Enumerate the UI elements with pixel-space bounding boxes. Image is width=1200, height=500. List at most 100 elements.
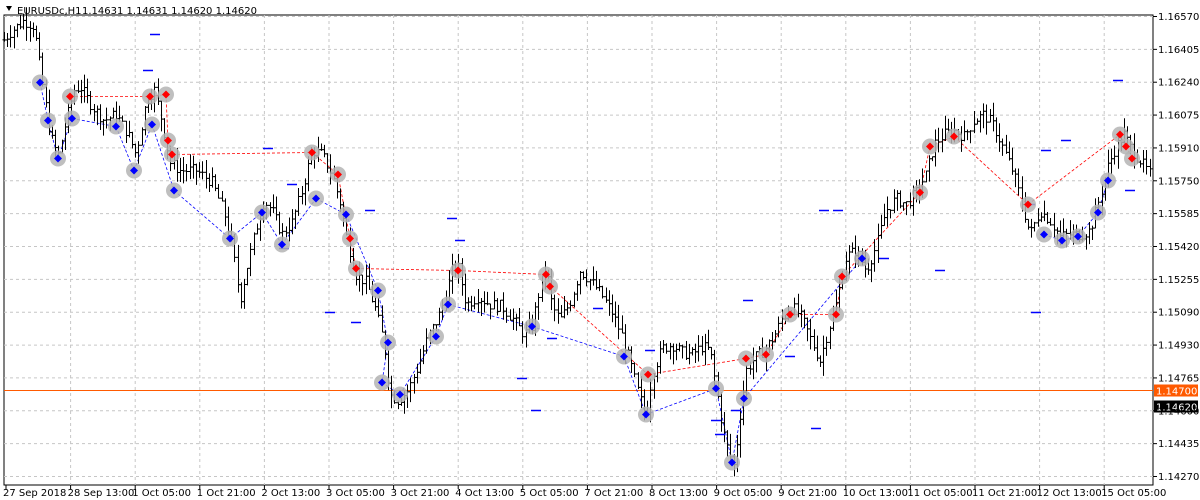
chart-plot-area[interactable] [3, 14, 1154, 486]
price-axis[interactable]: 1.16570 1.16405 1.16240 1.16075 1.15910 1.157… [1153, 12, 1199, 483]
buy-signal [378, 378, 386, 387]
sell-signal [454, 266, 462, 275]
y-tick-label: 1.14930 [1158, 341, 1199, 352]
buy-signal [642, 410, 650, 419]
trade-link [549, 286, 649, 375]
sell-signal [832, 310, 840, 319]
sell-signal [164, 136, 172, 145]
buy-signal [1074, 232, 1082, 241]
y-tick-label: 1.16240 [1158, 78, 1199, 89]
y-tick-label: 1.15255 [1158, 275, 1199, 286]
buy-signal [740, 394, 748, 403]
level-lines: 1.14700 1.14620 [4, 384, 1198, 414]
buy-signal [278, 240, 286, 249]
buy-signal [374, 286, 382, 295]
sell-signal [346, 234, 354, 243]
x-tick-label: 9 Oct 21:00 [778, 488, 837, 499]
sell-signal [916, 188, 924, 197]
sell-signal [1128, 154, 1136, 163]
y-tick-label: 1.14600 [1158, 406, 1199, 417]
sell-signal [644, 370, 652, 379]
trade-link [281, 198, 317, 245]
buy-signal [1058, 236, 1066, 245]
sell-signal [786, 310, 794, 319]
buy-signal [112, 122, 120, 131]
x-tick-label: 7 Oct 21:00 [584, 488, 643, 499]
buy-signal [444, 300, 452, 309]
sell-signal [168, 150, 176, 159]
symbol-label: EURUSDc,H1 [17, 6, 82, 17]
sell-signal [334, 170, 342, 179]
y-tick-label: 1.16405 [1158, 45, 1199, 56]
sell-signal [162, 90, 170, 99]
triangle-down-icon[interactable] [6, 6, 12, 11]
x-tick-label: 11 Oct 05:00 [907, 488, 972, 499]
current-price-tag-bg [1154, 400, 1198, 413]
grid-lines [4, 15, 1153, 485]
x-tick-label: 3 Oct 21:00 [391, 488, 450, 499]
sell-signal [66, 92, 74, 101]
x-tick-label: 15 Oct 05:00 [1101, 488, 1166, 499]
x-tick-label: 8 Oct 13:00 [649, 488, 708, 499]
x-tick-label: 11 Oct 21:00 [972, 488, 1037, 499]
buy-signal [68, 114, 76, 123]
buy-signal [384, 338, 392, 347]
y-tick-label: 1.15090 [1158, 308, 1199, 319]
buy-signal [54, 154, 62, 163]
y-tick-label: 1.14765 [1158, 373, 1199, 384]
sell-signal [926, 142, 934, 151]
x-tick-label: 10 Oct 13:00 [843, 488, 908, 499]
y-tick-label: 1.14270 [1158, 472, 1199, 483]
buy-signal [858, 254, 866, 263]
y-tick-label: 1.16570 [1158, 12, 1199, 23]
buy-signal [226, 234, 234, 243]
sell-signal [1122, 142, 1130, 151]
x-tick-label: 5 Oct 05:00 [520, 488, 579, 499]
buy-signal [396, 390, 404, 399]
x-tick-label: 9 Oct 05:00 [714, 488, 773, 499]
x-tick-label: 3 Oct 05:00 [326, 488, 385, 499]
trade-link [531, 326, 625, 357]
trade-link [133, 124, 153, 171]
sell-signal [352, 264, 360, 273]
y-tick-label: 1.15420 [1158, 242, 1199, 253]
time-axis[interactable]: 27 Sep 2018 28 Sep 13:001 Oct 05:00 1 Oct … [3, 485, 1166, 499]
sell-signal [742, 354, 750, 363]
level-price-tag: 1.14700 [1156, 387, 1197, 398]
y-tick-label: 1.15750 [1158, 176, 1199, 187]
y-tick-label: 1.14435 [1158, 439, 1199, 450]
current-price-tag: 1.14620 [1156, 403, 1197, 414]
x-tick-label: 28 Sep 13:00 [68, 488, 135, 499]
buy-signal [620, 352, 628, 361]
sell-signal [762, 350, 770, 359]
chart-header: EURUSDc,H1 1.14631 1.14631 1.14620 1.146… [6, 6, 257, 17]
buy-signal [1094, 208, 1102, 217]
buy-signal [432, 332, 440, 341]
buy-signal [130, 166, 138, 175]
buy-signal [258, 208, 266, 217]
trade-link [345, 214, 379, 291]
sell-signal [950, 132, 958, 141]
trade-link [171, 152, 313, 155]
trade-link [447, 304, 533, 327]
sell-signal [838, 272, 846, 281]
sell-signal [146, 92, 154, 101]
trade-signals [32, 74, 1140, 471]
trade-link [399, 336, 437, 395]
level-price-tag-bg [1154, 384, 1198, 397]
buy-signal [36, 78, 44, 87]
sell-signal [546, 282, 554, 291]
x-tick-label: 27 Sep 2018 [3, 488, 66, 499]
trade-link [953, 136, 1029, 205]
x-tick-label: 1 Oct 05:00 [132, 488, 191, 499]
trade-link [647, 358, 747, 375]
trade-link [355, 268, 459, 271]
trade-link [623, 356, 647, 415]
x-tick-label: 4 Oct 13:00 [455, 488, 514, 499]
trade-link [151, 124, 175, 191]
buy-signal [44, 116, 52, 125]
buy-signal [1040, 230, 1048, 239]
buy-signal [312, 194, 320, 203]
y-tick-label: 1.15910 [1158, 143, 1199, 154]
